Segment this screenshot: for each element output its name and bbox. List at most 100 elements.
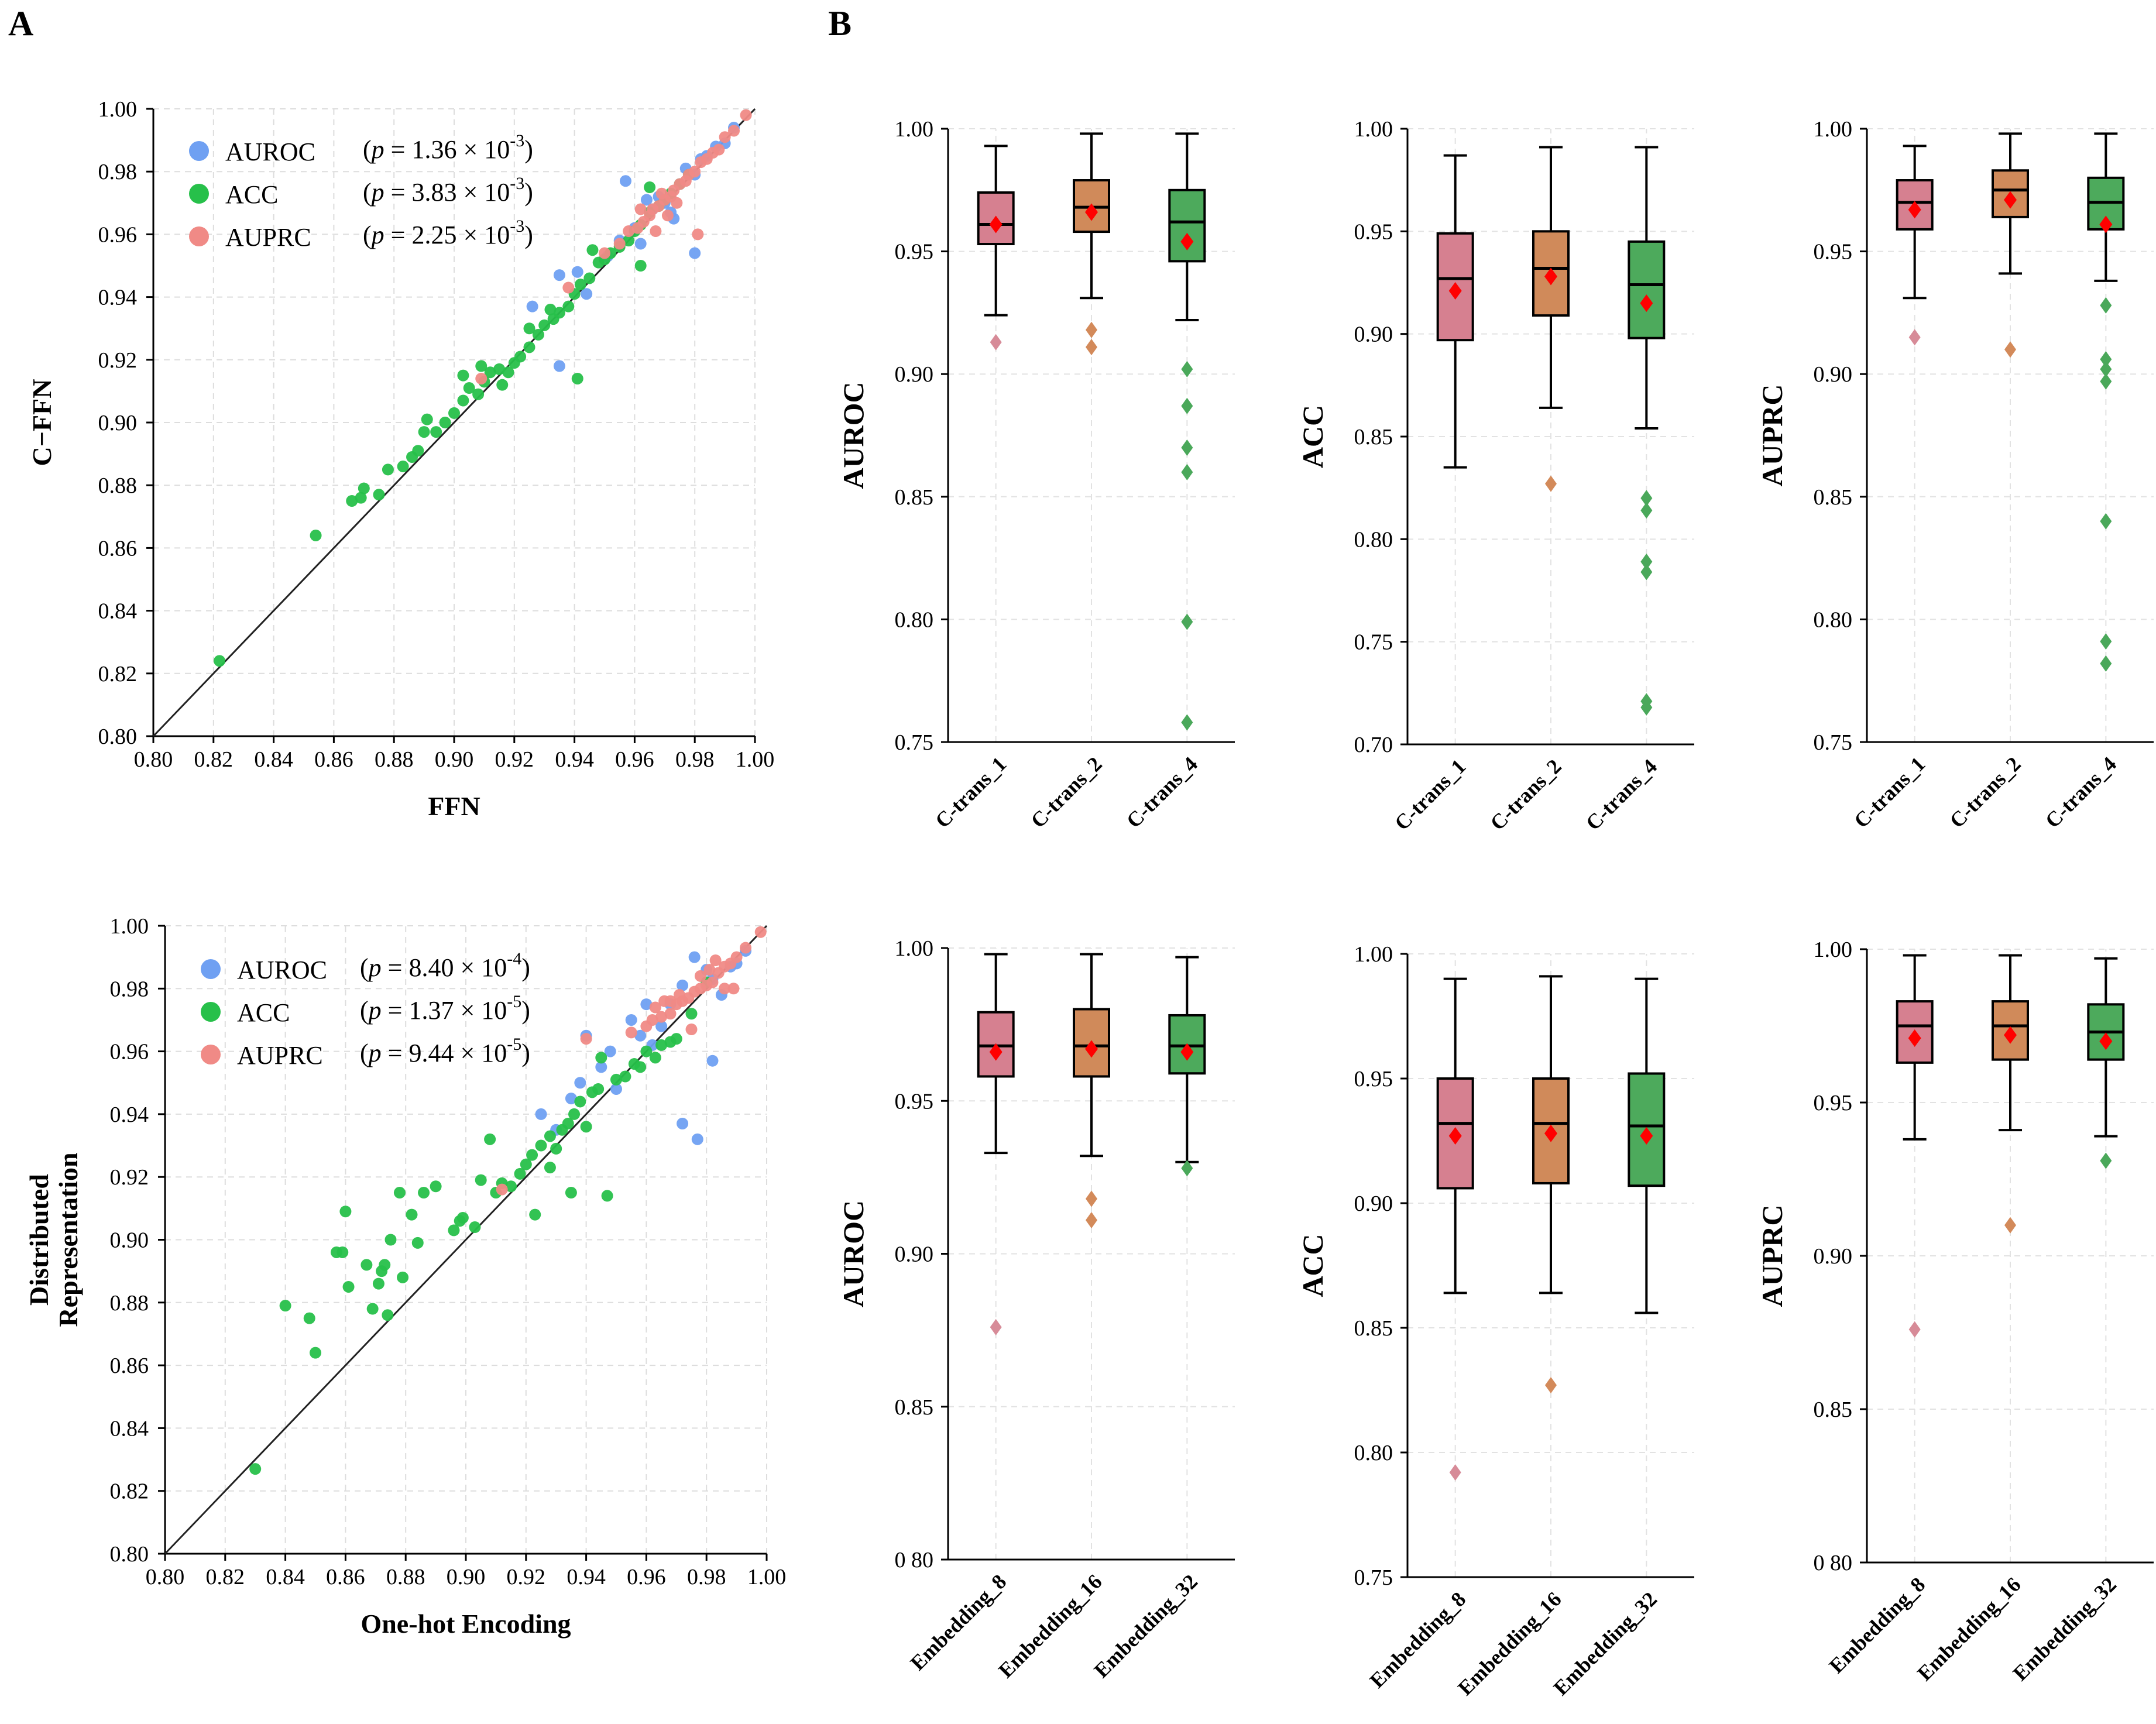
point-acc — [279, 1300, 291, 1312]
legend-p-value: (p = 2.25 × 10-3) — [363, 217, 533, 249]
box-Embedding_16 — [1532, 975, 1570, 1393]
point-acc — [580, 1121, 592, 1133]
y-tick-label: 0.84 — [110, 1416, 149, 1441]
point-acc — [310, 529, 322, 541]
point-acc — [310, 1347, 321, 1359]
y-tick-label: 0.92 — [110, 1165, 149, 1190]
point-auprc — [649, 1001, 661, 1014]
point-acc — [644, 181, 656, 193]
point-acc — [655, 1039, 668, 1051]
outlier-marker — [1640, 553, 1653, 570]
point-acc — [496, 379, 509, 391]
point-acc — [448, 407, 460, 419]
mean-marker — [989, 1043, 1003, 1061]
mean-marker — [1640, 1127, 1653, 1145]
point-acc — [502, 366, 514, 379]
point-auprc — [754, 926, 767, 938]
box-C-trans_2 — [1073, 132, 1110, 356]
point-acc — [586, 244, 599, 256]
y-tick-label: 1.00 — [1354, 942, 1393, 967]
legend-marker-auroc — [201, 959, 221, 979]
point-auroc — [595, 1061, 607, 1073]
point-acc — [670, 1033, 682, 1045]
point-acc — [574, 1095, 586, 1108]
category-label: Embedding_32 — [1090, 1570, 1202, 1682]
point-acc — [514, 1167, 526, 1180]
outlier-marker — [2100, 1152, 2112, 1169]
point-acc — [397, 1271, 409, 1283]
point-acc — [475, 360, 487, 372]
point-auroc — [553, 360, 565, 372]
x-tick-label: 0.98 — [687, 1565, 726, 1589]
legend-label-acc: ACC — [225, 180, 278, 209]
category-label: C-trans_4 — [1122, 752, 1202, 832]
legend-label-auprc: AUPRC — [237, 1041, 323, 1070]
legend-p-value: (p = 1.37 × 10-5) — [360, 992, 530, 1025]
y-tick-label: 0.70 — [1354, 733, 1393, 757]
point-auprc — [689, 166, 701, 178]
point-acc — [514, 351, 527, 363]
point-acc — [529, 1208, 541, 1221]
outlier-marker — [1640, 564, 1653, 581]
legend-p-value: (p = 9.44 × 10-5) — [360, 1035, 530, 1067]
box-Embedding_8 — [977, 953, 1015, 1335]
point-auprc — [625, 1026, 637, 1039]
point-acc — [634, 260, 647, 272]
point-acc — [601, 1190, 613, 1202]
point-auroc — [677, 1117, 689, 1129]
scatter-bottom: 0.800.80 0.82 0.82 0.84 0.84 0.86 0.86 0.88 0.88… — [24, 914, 786, 1639]
y-tick-label: 0 80 — [895, 1548, 934, 1572]
mean-marker — [1180, 1043, 1194, 1061]
y-tick-label: 0.95 — [1354, 219, 1393, 244]
category-label: Embedding_8 — [1825, 1572, 1930, 1678]
point-acc — [562, 300, 575, 312]
y-tick-label: 0.95 — [1354, 1067, 1393, 1091]
point-acc — [339, 1206, 352, 1218]
box-bottom-auroc: 0 80 0.85 0.90 0.95 1.00 AUROC Embedding_8 Embe… — [837, 936, 1235, 1682]
x-tick-label: 0.82 — [206, 1565, 245, 1589]
box-Embedding_16 — [1073, 953, 1110, 1229]
legend-marker-auprc — [189, 226, 209, 246]
point-acc — [484, 1133, 496, 1145]
y-tick-label: 0.88 — [110, 1291, 149, 1316]
x-tick-label: 0.94 — [555, 747, 594, 772]
point-auprc — [634, 203, 647, 215]
point-acc — [685, 1008, 698, 1020]
outlier-marker — [2100, 360, 2112, 377]
point-auprc — [599, 247, 610, 259]
point-acc — [523, 322, 535, 335]
category-label: C-trans_2 — [1485, 754, 1565, 834]
point-auprc — [475, 372, 487, 384]
point-acc — [382, 463, 394, 476]
point-acc — [649, 1052, 661, 1064]
y-axis-label: AUPRC — [1756, 1205, 1788, 1307]
box-C-trans_4 — [1168, 132, 1206, 731]
legend-label-auroc: AUROC — [225, 138, 315, 166]
point-auroc — [535, 1108, 547, 1120]
point-auprc — [719, 983, 731, 995]
point-auroc — [640, 194, 653, 206]
point-acc — [562, 1117, 574, 1129]
panel-label-a: A — [8, 4, 34, 43]
y-tick-label: 0 80 — [1814, 1551, 1853, 1575]
point-acc — [366, 1303, 379, 1315]
outlier-marker — [1181, 613, 1193, 630]
point-acc — [475, 1174, 487, 1186]
legend-label-acc: ACC — [237, 998, 290, 1027]
point-auprc — [685, 1024, 698, 1036]
point-auroc — [691, 1133, 703, 1145]
box-Embedding_32 — [1628, 977, 1666, 1314]
category-label: Embedding_32 — [2009, 1572, 2121, 1685]
y-tick-label: 0.86 — [98, 536, 138, 561]
point-acc — [342, 1280, 355, 1293]
point-auprc — [740, 109, 752, 121]
y-tick-label: 0.85 — [1354, 1316, 1393, 1341]
x-tick-label: 0.88 — [386, 1565, 425, 1589]
x-axis-label: FFN — [428, 791, 480, 821]
point-acc — [484, 366, 496, 379]
outlier-marker — [2100, 655, 2112, 672]
point-acc — [379, 1259, 391, 1271]
point-acc — [535, 1139, 547, 1152]
x-tick-label: 0.86 — [326, 1565, 365, 1589]
